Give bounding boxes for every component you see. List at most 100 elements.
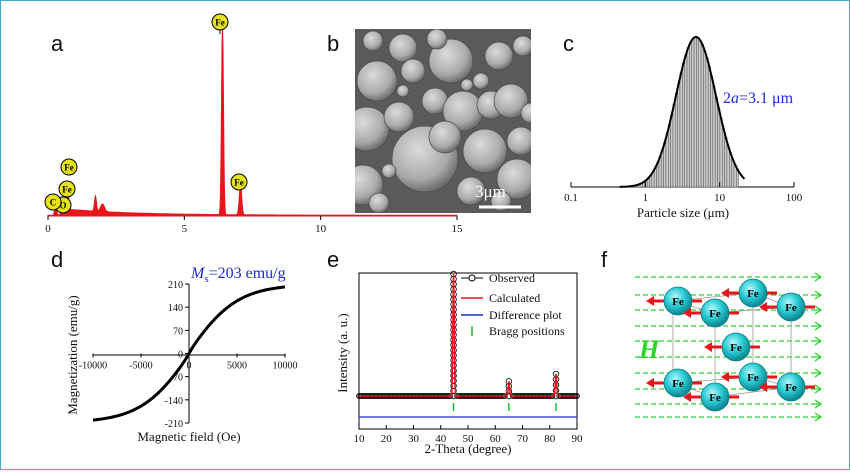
psd-bar <box>708 67 710 187</box>
sem-particle <box>463 129 507 173</box>
psd-bar <box>713 87 715 187</box>
psd-bar <box>664 142 666 187</box>
psd-bar <box>682 63 684 187</box>
psd-bar <box>671 114 673 187</box>
psd-bar <box>692 39 694 187</box>
spin-arrow-head <box>721 288 729 298</box>
field-arrow-head <box>813 353 821 361</box>
mag-x-tick-label: -5000 <box>129 361 152 372</box>
fe-atom-label: Fe <box>672 296 684 308</box>
xrd-x-tick-label: 80 <box>544 433 556 445</box>
mag-y-tick-label: 70 <box>173 326 183 337</box>
spin-arrow-head <box>646 296 654 306</box>
edx-x-tick-label: 0 <box>45 223 51 235</box>
sem-particle <box>513 36 533 56</box>
psd-bar <box>727 145 729 187</box>
psd-x-tick-label: 100 <box>786 192 803 204</box>
psd-mean-annotation: 2a=3.1 μm <box>723 90 794 107</box>
psd-x-axis-title: Particle size (μm) <box>637 205 729 220</box>
mag-x-tick-label: -10000 <box>79 361 107 372</box>
psd-bar <box>718 108 720 187</box>
psd-bar <box>689 42 691 187</box>
mag-x-tick-label: 10000 <box>273 361 298 372</box>
spin-arrow-head <box>646 378 654 388</box>
psd-annotation-var: a <box>731 90 739 107</box>
edx-element-marker-label: Fe <box>62 185 72 195</box>
psd-x-tick-label: 10 <box>714 192 726 204</box>
xrd-x-tick-label: 70 <box>517 433 529 445</box>
psd-annotation-prefix: 2 <box>723 90 731 107</box>
sem-particle <box>427 29 447 49</box>
xrd-legend-label: Bragg positions <box>489 324 565 338</box>
sem-scale-label: 3μm <box>475 182 506 201</box>
mag-y-tick-label: 210 <box>168 280 183 291</box>
sem-particle <box>507 127 535 155</box>
psd-bar <box>722 128 724 187</box>
psd-bar <box>678 83 680 187</box>
xrd-legend-label: Calculated <box>489 291 540 305</box>
mag-y-tick-label: -140 <box>165 396 183 407</box>
edx-x-tick-label: 5 <box>182 223 188 235</box>
spin-arrow-head <box>704 342 712 352</box>
fe-atom-label: Fe <box>785 302 797 314</box>
fe-atom-label: Fe <box>747 288 759 300</box>
fe-atom-label: Fe <box>785 382 797 394</box>
fe-atom-label: Fe <box>730 342 742 354</box>
psd-bar <box>715 97 717 187</box>
edx-element-marker-label: Fe <box>215 18 225 28</box>
psd-annotation-suffix: =3.1 μm <box>739 90 794 107</box>
mag-y-tick-label: 140 <box>168 303 183 314</box>
particle-size-chart: 0.1 1 10 100 Particle size (μm) 2a=3.1 μm <box>564 37 803 220</box>
xrd-x-axis-title: 2-Theta (degree) <box>425 441 512 456</box>
sem-particle <box>369 193 389 213</box>
psd-bar <box>694 37 696 187</box>
psd-bar <box>696 37 698 187</box>
psd-bar <box>703 50 705 187</box>
sem-particle <box>382 164 396 178</box>
psd-bar <box>720 118 722 187</box>
xrd-y-axis-title: Intensity (a. u.) <box>335 313 350 392</box>
panel-label-a: a <box>51 31 64 56</box>
panel-label-d: d <box>51 247 63 272</box>
sem-particle <box>429 121 461 153</box>
sem-particle <box>521 103 541 123</box>
psd-bar <box>675 93 677 187</box>
field-label-h: H <box>638 335 660 364</box>
sem-particle <box>345 107 389 151</box>
xrd-legend-label: Difference plot <box>489 308 562 322</box>
legend-observed-marker <box>469 275 475 281</box>
fe-atom-label: Fe <box>709 392 721 404</box>
xrd-plot-frame <box>359 273 577 429</box>
edx-element-marker-label: Fe <box>64 163 74 173</box>
sem-particle <box>401 59 425 83</box>
fe-atom-label: Fe <box>747 372 759 384</box>
edx-x-tick-label: 10 <box>315 223 327 235</box>
psd-bar <box>685 55 687 187</box>
sem-particle <box>473 73 489 89</box>
panel-label-c: c <box>563 31 574 56</box>
field-arrow-head <box>813 337 821 345</box>
xrd-x-tick-label: 90 <box>572 433 584 445</box>
field-arrow-head <box>813 400 821 408</box>
xrd-legend-label: Observed <box>489 271 535 285</box>
xrd-x-tick-label: 30 <box>408 433 420 445</box>
psd-x-tick-label: 1 <box>643 192 649 204</box>
mag-x-tick-label: 0 <box>187 361 192 372</box>
psd-bar <box>710 76 712 187</box>
field-arrow-head <box>813 369 821 377</box>
sem-particle <box>384 102 414 132</box>
sem-particle <box>461 79 473 91</box>
field-arrow-head <box>813 291 821 299</box>
panel-label-f: f <box>601 247 608 272</box>
sem-particle <box>363 31 383 51</box>
field-arrow-head <box>813 273 821 281</box>
psd-x-tick-label: 0.1 <box>564 192 578 204</box>
psd-bar <box>701 44 703 187</box>
field-arrow-head <box>813 413 821 421</box>
field-arrow-head <box>813 322 821 330</box>
